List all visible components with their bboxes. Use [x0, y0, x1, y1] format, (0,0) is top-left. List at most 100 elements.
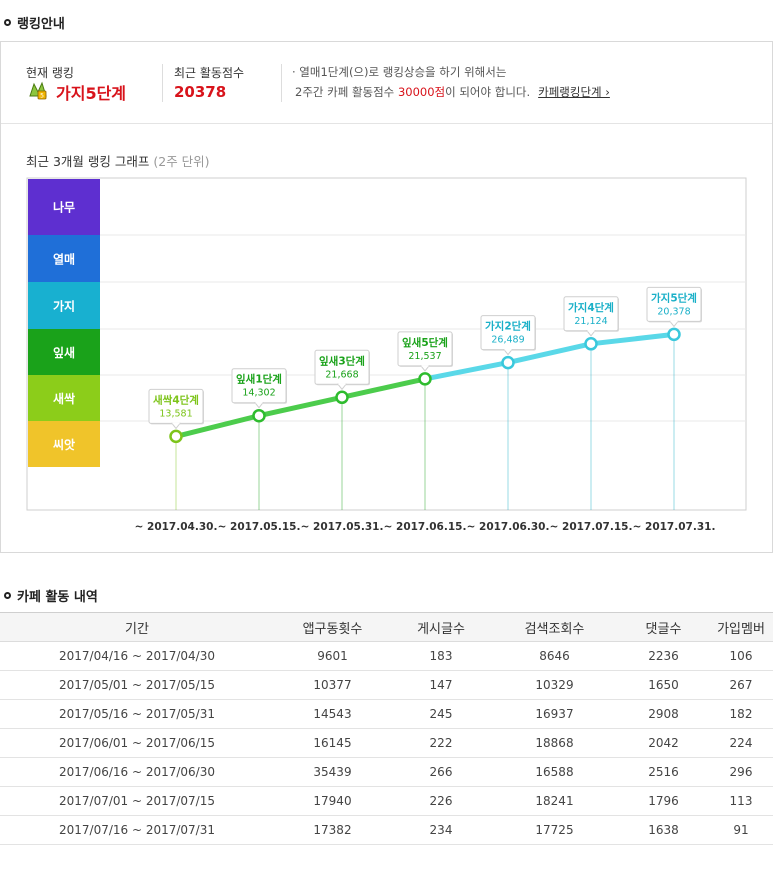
ranking-box: 현재 랭킹 5 가지5단계 최근 활동점수 20378 · 열매1단계(으)로 …: [0, 41, 773, 553]
point-label: 가지5단계: [651, 291, 697, 304]
series-line-segment: [256, 394, 345, 419]
section-title-text: 카페 활동 내역: [17, 590, 98, 605]
point-label: 새싹4단계: [153, 393, 199, 406]
point-score: 21,124: [574, 316, 607, 327]
table-cell: 2017/06/01 ~ 2017/06/15: [0, 728, 274, 758]
table-cell: 17382: [274, 815, 391, 845]
series-line-segment: [422, 360, 511, 382]
table-cell: 106: [709, 641, 773, 671]
section-title-activity: 카페 활동 내역: [4, 586, 98, 605]
cafe-ranking-link[interactable]: 카페랭킹단계 ›: [538, 85, 610, 99]
x-tick-label: ~ 2017.06.30.: [467, 521, 550, 533]
rank-badge-icon: 5: [29, 81, 47, 100]
table-cell: 17725: [491, 815, 618, 845]
table-cell: 2017/05/01 ~ 2017/05/15: [0, 670, 274, 700]
table-row: 2017/06/16 ~ 2017/06/30 35439 266 16588 2516…: [0, 757, 773, 787]
ranking-info-row: 현재 랭킹 5 가지5단계 최근 활동점수 20378 · 열매1단계(으)로 …: [1, 42, 772, 124]
recent-score-label: 최근 활동점수: [174, 66, 245, 80]
chart-title-text: 최근 3개월 랭킹 그래프: [26, 154, 150, 169]
point-label: 가지4단계: [568, 301, 614, 314]
table-cell: 113: [709, 786, 773, 816]
point-score: 26,489: [491, 335, 524, 346]
table-cell: 9601: [274, 641, 391, 671]
point-label: 잎새1단계: [236, 373, 282, 386]
tier-label: 새싹: [53, 391, 75, 406]
table-cell: 226: [391, 786, 491, 816]
bullet-icon: [4, 19, 11, 26]
table-header-cell: 기간: [0, 612, 274, 642]
table-cell: 2017/04/16 ~ 2017/04/30: [0, 641, 274, 671]
tier-band: [28, 235, 100, 282]
table-cell: 2017/06/16 ~ 2017/06/30: [0, 757, 274, 787]
tier-label: 가지: [53, 299, 75, 314]
table-cell: 267: [709, 670, 773, 700]
tier-band: [28, 375, 100, 421]
required-score: 30000점: [397, 85, 446, 99]
table-cell: 296: [709, 757, 773, 787]
series-line-segment: [339, 376, 428, 400]
table-cell: 17940: [274, 786, 391, 816]
table-cell: 16937: [491, 699, 618, 729]
tier-band: [28, 421, 100, 467]
table-cell: 8646: [491, 641, 618, 671]
table-cell: 14543: [274, 699, 391, 729]
activity-table: 기간 앱구동횟수 게시글수 검색조회수 댓글수 가입멤버 2017/04/16 ~ 201…: [0, 612, 773, 845]
section-title-ranking: 랭킹안내: [4, 13, 65, 32]
x-tick-label: ~ 2017.05.15.: [218, 521, 301, 533]
table-cell: 1796: [618, 786, 709, 816]
series-line-segment: [173, 413, 262, 439]
table-header-cell: 앱구동횟수: [274, 612, 391, 642]
table-row: 2017/04/16 ~ 2017/04/30 9601 183 8646 2236 10…: [0, 641, 773, 671]
table-cell: 182: [709, 699, 773, 729]
x-tick-label: ~ 2017.05.31.: [301, 521, 384, 533]
point-score: 20,378: [657, 306, 690, 317]
series-line-segment: [505, 341, 594, 366]
tier-band: [28, 179, 100, 235]
recent-score-value: 20378: [174, 83, 227, 101]
table-cell: 245: [391, 699, 491, 729]
divider: [281, 64, 282, 102]
table-cell: 2017/05/16 ~ 2017/05/31: [0, 699, 274, 729]
table-cell: 2042: [618, 728, 709, 758]
point-score: 13,581: [159, 408, 192, 419]
table-cell: 2236: [618, 641, 709, 671]
series-line-segment: [588, 331, 677, 347]
table-row: 2017/06/01 ~ 2017/06/15 16145 222 18868 2042…: [0, 728, 773, 758]
table-cell: 18241: [491, 786, 618, 816]
data-point: [335, 390, 349, 405]
tier-band: [28, 329, 100, 375]
svg-text:5: 5: [40, 93, 44, 100]
bullet-icon: [4, 592, 11, 599]
point-label: 잎새3단계: [319, 354, 365, 367]
divider: [162, 64, 163, 102]
table-cell: 91: [709, 815, 773, 845]
requirement-text: 2주간 카페 활동점수: [295, 85, 398, 99]
x-tick-label: ~ 2017.04.30.: [135, 521, 218, 533]
table-cell: 234: [391, 815, 491, 845]
point-score: 21,537: [408, 351, 441, 362]
current-rank-value: 가지5단계: [56, 84, 127, 103]
x-tick-label: ~ 2017.06.15.: [384, 521, 467, 533]
table-row: 2017/05/16 ~ 2017/05/31 14543 245 16937 2908…: [0, 699, 773, 729]
table-cell: 183: [391, 641, 491, 671]
table-header-cell: 댓글수: [618, 612, 709, 642]
data-point: [418, 372, 432, 386]
point-label: 가지2단계: [485, 320, 531, 333]
table-row: 2017/07/16 ~ 2017/07/31 17382 234 17725 1638…: [0, 815, 773, 845]
table-cell: 222: [391, 728, 491, 758]
table-header-cell: 게시글수: [391, 612, 491, 642]
current-rank-label: 현재 랭킹: [26, 66, 74, 80]
tier-label: 잎새: [53, 345, 75, 360]
tier-label: 열매: [53, 252, 75, 267]
table-body: 2017/04/16 ~ 2017/04/30 9601 183 8646 2236 10…: [0, 641, 773, 845]
plot-frame: [26, 177, 747, 511]
requirement-text-end: 이 되어야 합니다.: [445, 85, 531, 99]
point-label: 잎새5단계: [402, 336, 448, 349]
section-title-text: 랭킹안내: [17, 17, 65, 32]
table-header-row: 기간 앱구동횟수 게시글수 검색조회수 댓글수 가입멤버: [0, 612, 773, 642]
rank-up-requirement: 2주간 카페 활동점수 30000점이 되어야 합니다. 카페랭킹단계 ›: [295, 84, 610, 100]
table-header-cell: 검색조회수: [491, 612, 618, 642]
table-cell: 10377: [274, 670, 391, 700]
table-cell: 16145: [274, 728, 391, 758]
